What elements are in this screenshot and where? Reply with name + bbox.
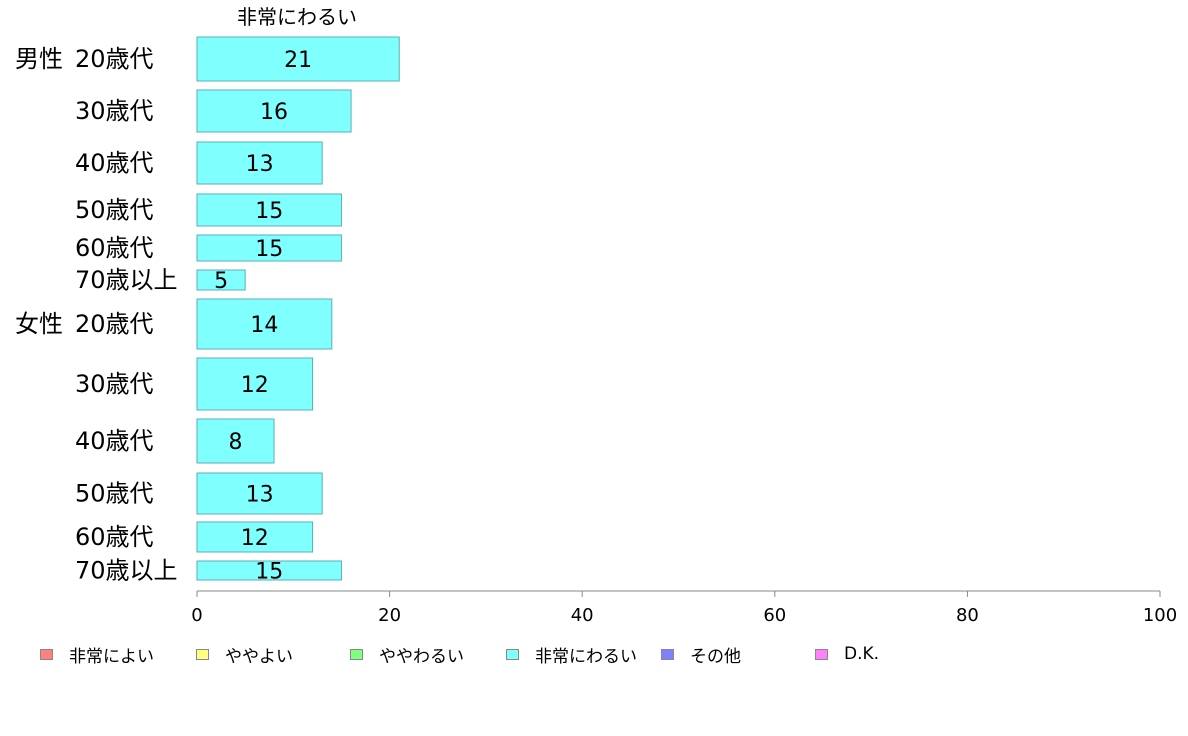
bar-value-label: 15 xyxy=(255,199,283,224)
legend-swatch xyxy=(350,648,363,660)
x-tick-label: 0 xyxy=(191,605,202,626)
legend-label: D.K. xyxy=(844,644,880,664)
legend-swatch xyxy=(661,648,674,660)
legend-item-dk: D.K. xyxy=(815,642,879,666)
x-tick-label: 40 xyxy=(571,605,594,626)
bar-value-label: 12 xyxy=(241,373,269,398)
category-label: 30歳代 xyxy=(75,97,154,125)
legend-label: ややよい xyxy=(225,646,293,667)
category-label: 60歳代 xyxy=(75,234,154,262)
category-label: 50歳代 xyxy=(75,196,154,224)
legend-item-other: その他 xyxy=(661,642,741,667)
category-label: 60歳代 xyxy=(75,523,154,551)
x-axis: 0 20 40 60 80 100 xyxy=(191,590,1177,626)
bar xyxy=(196,234,342,262)
bar xyxy=(196,472,323,515)
x-tick-label: 80 xyxy=(956,605,979,626)
category-label: 50歳代 xyxy=(75,480,154,508)
bar-value-label: 13 xyxy=(246,483,274,508)
legend-label: ややわるい xyxy=(379,646,464,667)
x-tick-label: 20 xyxy=(378,605,401,626)
bar xyxy=(196,89,352,133)
bar xyxy=(196,141,323,185)
legend-swatch xyxy=(40,648,53,660)
bar-value-label: 14 xyxy=(250,313,278,338)
bar-value-label: 15 xyxy=(255,237,283,262)
group-label: 男性 xyxy=(15,45,63,73)
bar-value-label: 8 xyxy=(229,430,243,455)
bar-value-label: 5 xyxy=(214,269,228,294)
legend-label: 非常によい xyxy=(69,646,154,667)
group-label: 女性 xyxy=(15,310,63,338)
bar xyxy=(196,269,246,291)
bar-value-label: 21 xyxy=(284,48,312,73)
bar xyxy=(196,418,275,464)
legend-item-somewhat-good: ややよい xyxy=(196,642,293,667)
bar-value-label: 15 xyxy=(255,560,283,585)
bar-value-label: 16 xyxy=(260,100,288,125)
legend-label: 非常にわるい xyxy=(535,646,637,667)
legend-item-very-bad: 非常にわるい xyxy=(506,642,637,667)
bar-value-label: 12 xyxy=(241,526,269,551)
bar xyxy=(196,357,314,411)
category-label: 70歳以上 xyxy=(75,557,178,585)
x-tick-label: 100 xyxy=(1143,605,1177,626)
value-labels: 21 16 13 15 15 5 14 12 8 13 12 15 xyxy=(214,48,312,585)
bar xyxy=(196,298,333,350)
bar xyxy=(196,521,314,553)
category-label: 40歳代 xyxy=(75,149,154,177)
category-label: 40歳代 xyxy=(75,427,154,455)
category-label: 20歳代 xyxy=(75,310,154,338)
legend: 非常によい ややよい ややわるい 非常にわるい その他 D.K. xyxy=(0,642,1188,667)
category-label: 20歳代 xyxy=(75,45,154,73)
x-tick-label: 60 xyxy=(763,605,786,626)
bar xyxy=(196,560,342,581)
legend-item-very-good: 非常によい xyxy=(40,642,154,667)
bar-value-label: 13 xyxy=(246,152,274,177)
bar xyxy=(196,193,342,227)
bars xyxy=(196,36,400,581)
category-label: 70歳以上 xyxy=(75,266,178,294)
bar xyxy=(196,36,400,82)
legend-swatch xyxy=(815,648,828,660)
column-header: 非常にわるい xyxy=(237,5,357,29)
legend-label: その他 xyxy=(690,646,741,667)
legend-swatch xyxy=(506,648,519,660)
category-label: 30歳代 xyxy=(75,370,154,398)
legend-item-somewhat-bad: ややわるい xyxy=(350,642,464,667)
legend-swatch xyxy=(196,648,209,660)
